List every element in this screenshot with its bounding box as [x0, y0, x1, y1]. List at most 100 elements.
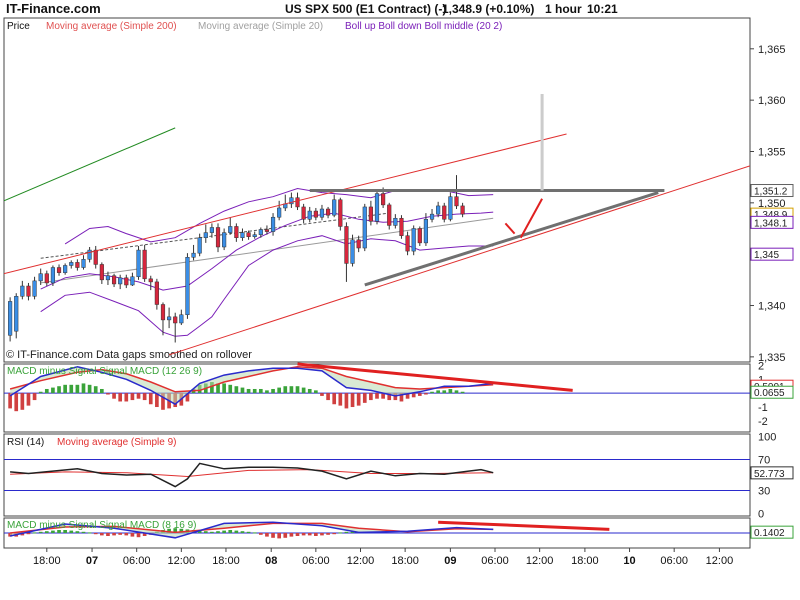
histogram-bar [295, 386, 300, 394]
legend-entry: Moving average (Simple 9) [57, 437, 177, 448]
candle-body [142, 249, 147, 280]
histogram-bar [320, 393, 324, 396]
candle-body [56, 267, 62, 273]
trend-line [4, 133, 567, 275]
trend-line [438, 520, 610, 531]
histogram-bar [148, 393, 153, 405]
y-tick-label: -2 [758, 416, 768, 428]
x-tick-label: 06:00 [302, 555, 330, 567]
candle-body [215, 227, 221, 248]
candle-body [387, 204, 392, 226]
histogram-bar [350, 531, 355, 533]
candle-body [436, 205, 441, 215]
x-tick-label: 12:00 [347, 555, 375, 567]
trend-line [168, 165, 750, 356]
candle-body [160, 304, 166, 321]
y-tick-label: 1,340 [758, 301, 786, 313]
trend-line [364, 191, 659, 287]
price-marker-box [750, 466, 794, 480]
timeframe-label: 1 hour [545, 2, 582, 16]
histogram-bar [228, 530, 233, 533]
x-tick-label: 18:00 [391, 555, 419, 567]
trend-line [504, 222, 516, 235]
candle-body [44, 273, 49, 284]
histogram-bar [338, 532, 343, 534]
histogram-bar [246, 388, 251, 394]
histogram-bar [112, 533, 116, 536]
candle-body [393, 217, 398, 226]
panel-title-macd2: MACD minus Signal Signal MACD (8 16 9) [7, 520, 197, 531]
y-tick-label: -1 [758, 402, 768, 414]
histogram-bar [234, 386, 239, 394]
histogram-bar [332, 533, 337, 535]
histogram-bar [142, 393, 147, 401]
candle-body [258, 229, 263, 235]
rsi-line [10, 462, 494, 488]
candle-body [448, 196, 453, 220]
histogram-bar [387, 393, 392, 401]
candle-body [130, 276, 135, 286]
histogram-bar [228, 384, 233, 394]
y-tick-label: 0 [758, 509, 764, 521]
histogram-bar [405, 393, 410, 399]
histogram-bar [442, 390, 447, 394]
price-marker-box [750, 215, 794, 229]
candle-body [307, 210, 312, 220]
macd-line [9, 521, 494, 539]
histogram-bar [350, 393, 355, 408]
panel-title-macd: MACD minus Signal Signal MACD (12 26 9) [7, 366, 202, 377]
trend-line [519, 198, 543, 239]
histogram-bar [222, 530, 226, 533]
panel-title-price: Price [7, 21, 30, 32]
price-marker-label: 1,348.9 [754, 210, 788, 221]
candle-body [252, 234, 257, 237]
histogram-bar [289, 386, 294, 394]
candle-body [454, 196, 459, 207]
histogram-bar [258, 533, 263, 535]
histogram-bar [173, 528, 178, 533]
histogram-bar [155, 393, 159, 408]
histogram-bar [301, 387, 306, 394]
candle-body [338, 199, 343, 227]
histogram-bar [100, 388, 104, 394]
candle-body [173, 316, 178, 324]
histogram-bar [314, 390, 318, 394]
candle-body [313, 210, 318, 218]
candle-body [75, 262, 80, 268]
candle-body [399, 217, 404, 236]
histogram-bar [216, 383, 220, 394]
histogram-bar [424, 393, 428, 395]
candle-body [368, 206, 373, 222]
y-tick-label: 1,365 [758, 44, 786, 56]
x-tick-label: 09 [444, 555, 456, 567]
price-marker-label: 1,348.1 [754, 218, 788, 229]
histogram-bar [240, 387, 245, 394]
y-tick-label: 1,355 [758, 146, 786, 158]
histogram-bar [356, 393, 361, 406]
candle-body [246, 232, 251, 237]
histogram-bar [38, 391, 43, 394]
histogram-bar [51, 387, 55, 394]
footnote: © IT-Finance.com Data gaps smoothed on r… [6, 349, 252, 361]
histogram-bar [265, 390, 269, 394]
candle-body [26, 285, 31, 297]
histogram-bar [411, 393, 416, 398]
candle-body [460, 205, 465, 215]
candle-body [234, 226, 239, 238]
histogram-bar [271, 533, 275, 538]
histogram-bar [314, 533, 318, 536]
histogram-bar [100, 533, 104, 536]
x-tick-label: 10 [623, 555, 635, 567]
histogram-bar [448, 388, 453, 394]
histogram-bar [75, 384, 80, 394]
candle-body [179, 314, 184, 324]
histogram-bar [130, 393, 135, 401]
histogram-bar [32, 532, 37, 534]
candle-body [442, 205, 447, 220]
candle-body [344, 226, 349, 264]
price-marker-box [750, 247, 794, 261]
histogram-bar [197, 530, 202, 533]
panel-frame-rsi [3, 433, 751, 517]
x-tick-label: 06:00 [123, 555, 151, 567]
